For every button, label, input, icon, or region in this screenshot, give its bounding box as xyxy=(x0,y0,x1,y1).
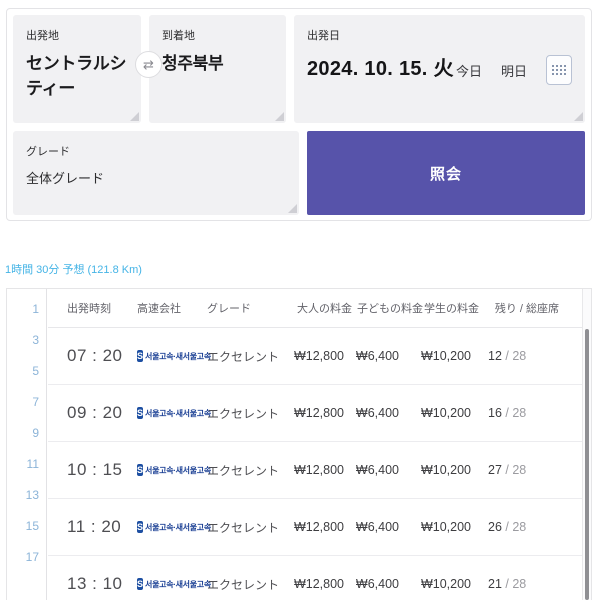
line-number: 5 xyxy=(32,364,39,378)
adult-fare: ₩12,800 xyxy=(293,520,344,534)
grade-value: 全体グレード xyxy=(26,171,105,186)
bus-company-name: 서울고속·새서울고속 xyxy=(145,465,211,475)
student-fare: ₩10,200 xyxy=(420,349,471,363)
line-number: 13 xyxy=(25,488,39,502)
line-number: 7 xyxy=(32,395,39,409)
header-child-fare: 子どもの料金 xyxy=(357,303,423,315)
departure-field[interactable]: 出発地 セントラルシティー xyxy=(13,15,141,123)
departure-time: 07 : 20 xyxy=(67,346,123,365)
search-submit-button[interactable]: 照会 xyxy=(307,131,585,215)
results-table: 1 3 5 7 9 11 13 15 17 出発時刻 高速会社 グレード 大人の… xyxy=(6,288,592,600)
seats-remaining: 27 / 28 xyxy=(488,463,527,477)
child-fare: ₩6,400 xyxy=(355,349,399,363)
swap-icon: ⇄ xyxy=(143,56,154,72)
date-value: 2024. 10. 15. 火 xyxy=(307,58,454,80)
departure-time: 10 : 15 xyxy=(67,460,123,479)
adult-fare: ₩12,800 xyxy=(293,349,344,363)
header-seats: 残り / 総座席 xyxy=(494,303,559,315)
line-number: 9 xyxy=(32,426,39,440)
bus-company-logo-icon: S xyxy=(137,578,144,590)
adult-fare: ₩12,800 xyxy=(293,406,344,420)
header-adult-fare: 大人の料金 xyxy=(297,303,352,315)
date-label: 出発日 xyxy=(307,30,340,42)
bus-grade: エクセレント xyxy=(207,520,280,535)
search-form: 出発地 セントラルシティー 到着地 청주북부 出発日 2024. 10. 15.… xyxy=(6,8,592,221)
bus-company-cell: S 서울고속·새서울고속 xyxy=(137,350,211,362)
student-fare: ₩10,200 xyxy=(420,463,471,477)
bus-company-cell: S 서울고속·새서울고속 xyxy=(137,578,211,590)
calendar-button[interactable] xyxy=(546,55,572,85)
table-row[interactable]: 13 : 10 S 서울고속·새서울고속 エクセレント ₩12,800 ₩6,40… xyxy=(48,556,582,600)
bus-company-name: 서울고속·새서울고속 xyxy=(145,408,211,418)
seats-remaining: 12 / 28 xyxy=(488,349,527,363)
line-number: 11 xyxy=(26,457,39,471)
student-fare: ₩10,200 xyxy=(420,406,471,420)
student-fare: ₩10,200 xyxy=(420,520,471,534)
arrival-field[interactable]: 到着地 청주북부 xyxy=(149,15,286,123)
adult-fare: ₩12,800 xyxy=(293,577,344,591)
child-fare: ₩6,400 xyxy=(355,520,399,534)
departure-label: 出発地 xyxy=(26,30,59,42)
bus-grade: エクセレント xyxy=(207,463,280,478)
departure-time: 09 : 20 xyxy=(67,403,123,422)
child-fare: ₩6,400 xyxy=(355,577,399,591)
grade-field[interactable]: グレード 全体グレード xyxy=(13,131,299,215)
arrival-value: 청주북부 xyxy=(162,54,224,73)
bus-grade: エクセレント xyxy=(207,406,280,421)
child-fare: ₩6,400 xyxy=(355,406,399,420)
date-field[interactable]: 出発日 2024. 10. 15. 火 今日 明日 xyxy=(294,15,585,123)
resize-handle-icon xyxy=(574,112,583,121)
header-bus-company: 高速会社 xyxy=(137,303,181,315)
grade-label: グレード xyxy=(26,146,70,158)
bus-company-cell: S 서울고속·새서울고속 xyxy=(137,407,211,419)
calendar-icon xyxy=(552,65,566,75)
header-grade: グレード xyxy=(207,303,251,315)
bus-company-logo-icon: S xyxy=(137,521,144,533)
departure-time: 11 : 20 xyxy=(67,517,122,536)
departure-value: セントラルシティー xyxy=(26,54,127,98)
line-number: 3 xyxy=(32,333,39,347)
vertical-scrollbar[interactable] xyxy=(582,289,591,600)
today-button[interactable]: 今日 xyxy=(455,63,482,79)
bus-company-logo-icon: S xyxy=(137,350,144,362)
adult-fare: ₩12,800 xyxy=(293,463,344,477)
resize-handle-icon xyxy=(275,112,284,121)
tomorrow-button[interactable]: 明日 xyxy=(500,63,527,79)
table-header-row: 出発時刻 高速会社 グレード 大人の料金 子どもの料金 学生の料金 残り / 総… xyxy=(48,289,582,328)
bus-company-name: 서울고속·새서울고속 xyxy=(145,522,211,532)
scrollbar-thumb[interactable] xyxy=(585,329,589,600)
line-number-gutter: 1 3 5 7 9 11 13 15 17 xyxy=(7,289,47,600)
trip-duration-info: 1時間 30分 予想 (121.8 Km) xyxy=(5,264,142,276)
table-row[interactable]: 10 : 15 S 서울고속·새서울고속 エクセレント ₩12,800 ₩6,40… xyxy=(48,442,582,499)
seats-remaining: 16 / 28 xyxy=(488,406,527,420)
header-student-fare: 学生の料金 xyxy=(424,303,479,315)
line-number: 15 xyxy=(25,519,39,533)
header-departure-time: 出発時刻 xyxy=(67,303,111,315)
arrival-label: 到着地 xyxy=(162,30,195,42)
swap-stations-button[interactable]: ⇄ xyxy=(135,51,162,78)
child-fare: ₩6,400 xyxy=(355,463,399,477)
table-row[interactable]: 11 : 20 S 서울고속·새서울고속 エクセレント ₩12,800 ₩6,40… xyxy=(48,499,582,556)
seats-remaining: 26 / 28 xyxy=(488,520,527,534)
bus-company-logo-icon: S xyxy=(137,464,144,476)
line-number: 1 xyxy=(32,302,39,316)
student-fare: ₩10,200 xyxy=(420,577,471,591)
bus-company-name: 서울고속·새서울고속 xyxy=(145,579,211,589)
bus-grade: エクセレント xyxy=(207,577,280,592)
bus-company-cell: S 서울고속·새서울고속 xyxy=(137,521,211,533)
departure-time: 13 : 10 xyxy=(67,574,123,593)
table-row[interactable]: 07 : 20 S 서울고속·새서울고속 エクセレント ₩12,800 ₩6,40… xyxy=(48,328,582,385)
seats-remaining: 21 / 28 xyxy=(488,577,527,591)
bus-company-name: 서울고속·새서울고속 xyxy=(145,351,211,361)
line-number: 17 xyxy=(25,550,39,564)
table-row[interactable]: 09 : 20 S 서울고속·새서울고속 エクセレント ₩12,800 ₩6,40… xyxy=(48,385,582,442)
bus-grade: エクセレント xyxy=(207,349,280,364)
resize-handle-icon xyxy=(130,112,139,121)
resize-handle-icon xyxy=(288,204,297,213)
bus-company-cell: S 서울고속·새서울고속 xyxy=(137,464,211,476)
bus-company-logo-icon: S xyxy=(137,407,144,419)
